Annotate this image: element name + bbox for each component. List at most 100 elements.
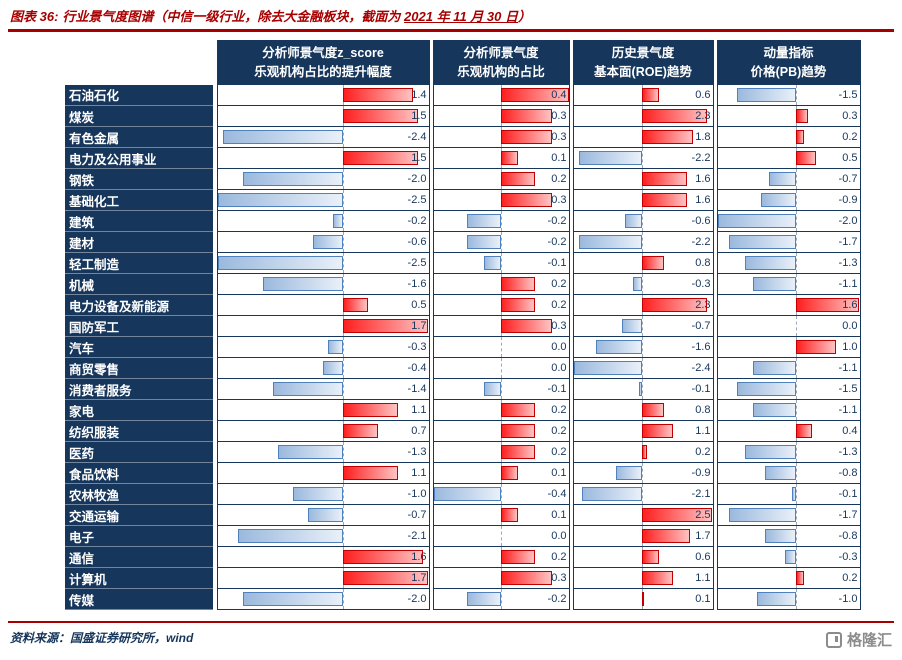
- axis-line: [796, 463, 798, 483]
- positive-bar: [501, 508, 518, 522]
- bar-cell: 0.8: [572, 252, 714, 274]
- cell-value: -2.0: [407, 173, 427, 185]
- cell-value: 2.3: [695, 110, 711, 122]
- positive-bar: [641, 508, 713, 522]
- industry-label: 计算机: [65, 567, 213, 589]
- positive-bar: [501, 403, 535, 417]
- positive-bar: [501, 424, 535, 438]
- industry-label: 食品饮料: [65, 462, 213, 484]
- negative-bar: [638, 382, 642, 396]
- table-row: 有色金属 -2.4 0.3 1.8 0.2: [65, 126, 861, 148]
- axis-line: [343, 274, 345, 294]
- cell-value: 1.7: [695, 530, 711, 542]
- bar-cell: -1.5: [716, 84, 861, 106]
- bar-cell: 1.0: [716, 336, 861, 358]
- negative-bar: [753, 277, 797, 291]
- cell-value: 1.0: [842, 341, 858, 353]
- column-header-analyst-ratio: 分析师景气度 乐观机构的占比: [432, 40, 570, 85]
- industry-label: 医药: [65, 441, 213, 463]
- bar-cell: -0.1: [716, 483, 861, 505]
- positive-bar: [501, 151, 518, 165]
- negative-bar: [292, 487, 344, 501]
- bar-cell: 0.5: [716, 147, 861, 169]
- cell-value: -2.0: [407, 593, 427, 605]
- axis-line: [641, 379, 643, 399]
- bar-cell: -2.0: [216, 168, 430, 190]
- cell-value: 1.5: [411, 110, 427, 122]
- axis-line: [796, 85, 798, 105]
- positive-bar: [501, 172, 535, 186]
- industry-label: 汽车: [65, 336, 213, 358]
- industry-label: 基础化工: [65, 189, 213, 211]
- cell-value: 2.5: [695, 509, 711, 521]
- bar-cell: -2.2: [572, 147, 714, 169]
- industry-label: 钢铁: [65, 168, 213, 190]
- positive-bar: [501, 193, 552, 207]
- positive-bar: [501, 298, 535, 312]
- bar-cell: 2.3: [572, 294, 714, 316]
- bar-cell: -0.2: [432, 588, 570, 610]
- axis-line: [796, 169, 798, 189]
- bar-cell: 0.2: [432, 168, 570, 190]
- axis-line: [641, 148, 643, 168]
- negative-bar: [573, 361, 642, 375]
- cell-value: 1.1: [695, 425, 711, 437]
- positive-bar: [641, 193, 687, 207]
- axis-line: [501, 337, 502, 357]
- bar-cell: 0.0: [432, 357, 570, 379]
- positive-bar: [641, 529, 690, 543]
- header-line: 乐观机构的占比: [457, 64, 545, 79]
- positive-bar: [343, 88, 414, 102]
- negative-bar: [467, 592, 501, 606]
- negative-bar: [323, 361, 344, 375]
- cell-value: 1.6: [695, 173, 711, 185]
- positive-bar: [343, 298, 369, 312]
- bar-cell: 0.2: [432, 546, 570, 568]
- positive-bar: [501, 277, 535, 291]
- bar-cell: 0.2: [716, 567, 861, 589]
- bar-cell: -2.4: [572, 357, 714, 379]
- cell-value: -1.3: [838, 257, 858, 269]
- column-header-analyst-zscore: 分析师景气度z_score 乐观机构占比的提升幅度: [216, 40, 430, 85]
- axis-line: [343, 337, 345, 357]
- axis-line: [343, 526, 345, 546]
- table-row: 建筑 -0.2 -0.2 -0.6 -2.0: [65, 210, 861, 232]
- positive-bar: [343, 151, 419, 165]
- axis-line: [796, 190, 798, 210]
- bar-cell: -0.2: [216, 210, 430, 232]
- positive-bar: [641, 550, 659, 564]
- bar-cell: -0.4: [216, 357, 430, 379]
- bar-cell: 1.6: [572, 189, 714, 211]
- cell-value: 1.7: [411, 320, 427, 332]
- bar-cell: -0.1: [432, 378, 570, 400]
- axis-line: [796, 253, 798, 273]
- cell-value: 0.3: [551, 320, 567, 332]
- positive-bar: [641, 592, 645, 606]
- cell-value: -2.2: [691, 152, 711, 164]
- cell-value: 0.2: [551, 173, 567, 185]
- cell-value: 0.7: [411, 425, 427, 437]
- cell-value: 1.7: [411, 572, 427, 584]
- negative-bar: [737, 382, 797, 396]
- axis-line: [343, 190, 345, 210]
- bar-cell: 0.1: [432, 462, 570, 484]
- gelonghui-logo-text: 格隆汇: [846, 632, 892, 649]
- cell-value: 0.1: [551, 509, 567, 521]
- bar-cell: -0.4: [432, 483, 570, 505]
- cell-value: -2.0: [838, 215, 858, 227]
- positive-bar: [641, 88, 659, 102]
- negative-bar: [616, 466, 642, 480]
- negative-bar: [633, 277, 642, 291]
- table-row: 传媒 -2.0 -0.2 0.1 -1.0: [65, 588, 861, 610]
- bar-cell: -1.1: [716, 273, 861, 295]
- positive-bar: [641, 571, 673, 585]
- bar-cell: 0.2: [432, 294, 570, 316]
- positive-bar: [501, 319, 552, 333]
- cell-value: -1.7: [838, 236, 858, 248]
- bar-cell: 0.1: [432, 147, 570, 169]
- bar-cell: -2.0: [716, 210, 861, 232]
- positive-bar: [641, 130, 693, 144]
- industry-label: 国防军工: [65, 315, 213, 337]
- cell-value: -0.1: [838, 488, 858, 500]
- cell-value: 0.1: [551, 467, 567, 479]
